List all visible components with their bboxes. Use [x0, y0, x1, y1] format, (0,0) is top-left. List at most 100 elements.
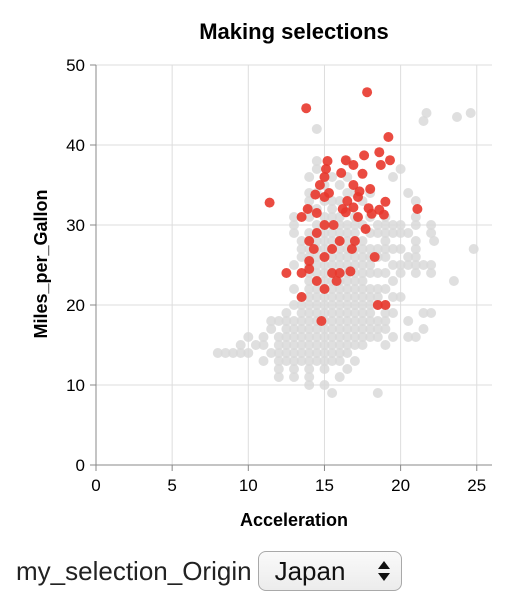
unselected-point[interactable] [266, 316, 277, 326]
unselected-point[interactable] [426, 308, 437, 318]
unselected-point[interactable] [334, 308, 345, 318]
unselected-point[interactable] [357, 276, 368, 286]
unselected-point[interactable] [403, 252, 414, 262]
unselected-point[interactable] [296, 316, 307, 326]
unselected-point[interactable] [311, 260, 322, 270]
selected-point[interactable] [281, 268, 292, 278]
unselected-point[interactable] [342, 340, 353, 350]
unselected-point[interactable] [349, 308, 360, 318]
unselected-point[interactable] [349, 220, 360, 230]
unselected-point[interactable] [388, 292, 398, 302]
unselected-point[interactable] [327, 284, 338, 294]
unselected-point[interactable] [327, 228, 338, 238]
unselected-point[interactable] [357, 284, 368, 294]
unselected-point[interactable] [281, 332, 292, 342]
selected-point[interactable] [331, 276, 342, 286]
unselected-point[interactable] [311, 156, 322, 166]
unselected-point[interactable] [243, 332, 254, 342]
unselected-point[interactable] [403, 188, 414, 198]
unselected-point[interactable] [388, 332, 398, 342]
selected-point[interactable] [348, 202, 359, 213]
unselected-point[interactable] [372, 332, 383, 342]
unselected-point[interactable] [289, 260, 299, 270]
unselected-point[interactable] [304, 308, 315, 318]
unselected-point[interactable] [304, 172, 315, 182]
unselected-point[interactable] [349, 292, 360, 302]
unselected-point[interactable] [304, 324, 315, 334]
unselected-point[interactable] [372, 316, 383, 326]
selected-point[interactable] [324, 188, 334, 198]
unselected-point[interactable] [334, 316, 345, 326]
unselected-point[interactable] [468, 244, 479, 254]
unselected-point[interactable] [380, 228, 391, 238]
unselected-point[interactable] [296, 244, 307, 254]
selected-point[interactable] [374, 147, 385, 158]
unselected-point[interactable] [327, 324, 338, 334]
selected-points[interactable] [264, 87, 423, 326]
unselected-point[interactable] [319, 300, 330, 310]
unselected-point[interactable] [388, 260, 398, 270]
unselected-point[interactable] [380, 252, 391, 262]
unselected-point[interactable] [250, 340, 261, 350]
selected-point[interactable] [264, 197, 275, 208]
unselected-point[interactable] [304, 372, 315, 382]
unselected-point[interactable] [410, 252, 421, 262]
selected-point[interactable] [314, 180, 325, 190]
unselected-point[interactable] [365, 300, 376, 310]
unselected-point[interactable] [426, 260, 437, 270]
unselected-point[interactable] [281, 356, 292, 366]
selected-point[interactable] [336, 168, 347, 178]
selected-point[interactable] [311, 208, 322, 218]
unselected-point[interactable] [289, 212, 299, 222]
unselected-point[interactable] [418, 260, 429, 270]
unselected-point[interactable] [395, 228, 406, 238]
selected-point[interactable] [311, 228, 322, 238]
unselected-point[interactable] [266, 348, 277, 358]
selected-point[interactable] [354, 186, 365, 197]
selected-point[interactable] [334, 236, 345, 246]
selected-point[interactable] [311, 276, 322, 286]
unselected-point[interactable] [372, 244, 383, 254]
unselected-point[interactable] [319, 380, 330, 390]
unselected-point[interactable] [372, 292, 383, 302]
unselected-point[interactable] [319, 212, 330, 222]
unselected-point[interactable] [304, 276, 315, 286]
unselected-point[interactable] [395, 292, 406, 302]
unselected-point[interactable] [273, 316, 284, 326]
unselected-point[interactable] [311, 340, 322, 350]
unselected-point[interactable] [403, 260, 414, 270]
unselected-point[interactable] [327, 252, 338, 262]
selected-point[interactable] [304, 236, 315, 246]
unselected-point[interactable] [357, 316, 368, 326]
unselected-point[interactable] [342, 188, 353, 198]
selected-point[interactable] [366, 208, 377, 219]
unselected-point[interactable] [334, 356, 345, 366]
unselected-point[interactable] [327, 316, 338, 326]
selected-point[interactable] [359, 150, 370, 161]
unselected-point[interactable] [334, 340, 345, 350]
unselected-point[interactable] [349, 252, 360, 262]
unselected-point[interactable] [334, 196, 345, 206]
unselected-point[interactable] [273, 364, 284, 374]
unselected-point[interactable] [281, 348, 292, 358]
unselected-point[interactable] [281, 308, 292, 318]
unselected-point[interactable] [334, 244, 345, 254]
unselected-point[interactable] [349, 228, 360, 238]
selected-point[interactable] [304, 256, 315, 266]
unselected-point[interactable] [349, 324, 360, 334]
unselected-point[interactable] [448, 276, 459, 286]
unselected-point[interactable] [281, 324, 292, 334]
selected-point[interactable] [334, 268, 345, 278]
unselected-point[interactable] [372, 268, 383, 278]
unselected-point[interactable] [334, 228, 345, 238]
unselected-point[interactable] [342, 284, 353, 294]
unselected-point[interactable] [304, 196, 315, 206]
selected-point[interactable] [302, 204, 313, 214]
unselected-point[interactable] [349, 284, 360, 294]
unselected-point[interactable] [311, 284, 322, 294]
unselected-point[interactable] [220, 348, 231, 358]
unselected-point[interactable] [357, 236, 368, 246]
unselected-point[interactable] [319, 228, 330, 238]
unselected-point[interactable] [372, 324, 383, 334]
selected-point[interactable] [296, 212, 307, 222]
